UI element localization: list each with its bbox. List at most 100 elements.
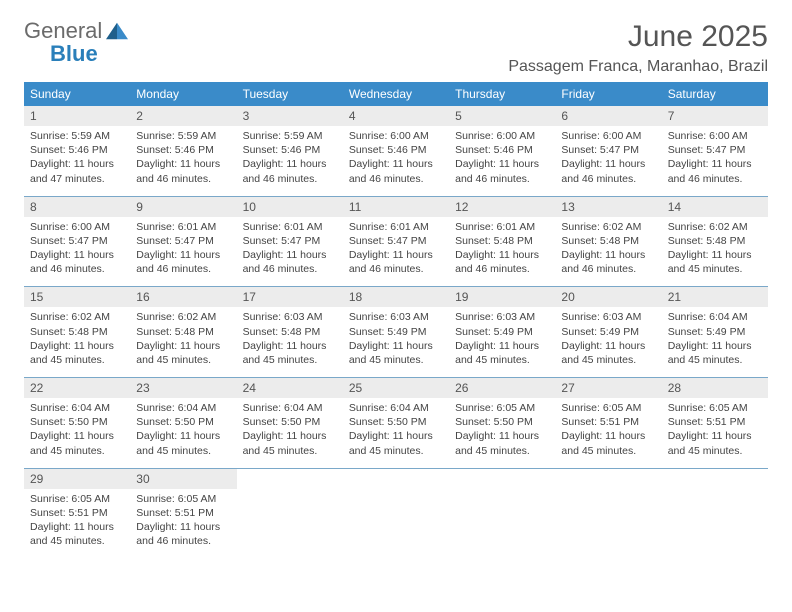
day-header: Tuesday (237, 82, 343, 106)
day-number: 10 (237, 197, 343, 217)
day-number: 9 (130, 197, 236, 217)
day-detail: Sunrise: 6:01 AMSunset: 5:47 PMDaylight:… (237, 217, 343, 287)
title-block: June 2025 Passagem Franca, Maranhao, Bra… (508, 20, 768, 76)
header: General Blue June 2025 Passagem Franca, … (24, 20, 768, 76)
day-number: 15 (24, 287, 130, 307)
day-detail-row: Sunrise: 5:59 AMSunset: 5:46 PMDaylight:… (24, 126, 768, 196)
day-number: 23 (130, 378, 236, 398)
day-detail: Sunrise: 6:04 AMSunset: 5:49 PMDaylight:… (662, 307, 768, 377)
location: Passagem Franca, Maranhao, Brazil (508, 58, 768, 76)
day-number-row: 891011121314 (24, 197, 768, 217)
day-detail: Sunrise: 6:01 AMSunset: 5:47 PMDaylight:… (130, 217, 236, 287)
day-header: Monday (130, 82, 236, 106)
page: General Blue June 2025 Passagem Franca, … (0, 0, 792, 578)
logo: General Blue (24, 20, 128, 66)
day-number: 2 (130, 106, 236, 126)
day-detail-row: Sunrise: 6:00 AMSunset: 5:47 PMDaylight:… (24, 217, 768, 287)
day-header: Thursday (449, 82, 555, 106)
day-detail: Sunrise: 6:00 AMSunset: 5:46 PMDaylight:… (449, 126, 555, 196)
day-detail-row: Sunrise: 6:02 AMSunset: 5:48 PMDaylight:… (24, 307, 768, 377)
day-detail: Sunrise: 6:00 AMSunset: 5:46 PMDaylight:… (343, 126, 449, 196)
day-detail: Sunrise: 6:00 AMSunset: 5:47 PMDaylight:… (555, 126, 661, 196)
day-number: 24 (237, 378, 343, 398)
day-number (343, 469, 449, 489)
day-detail: Sunrise: 6:01 AMSunset: 5:48 PMDaylight:… (449, 217, 555, 287)
day-detail: Sunrise: 6:05 AMSunset: 5:51 PMDaylight:… (24, 489, 130, 559)
day-detail (662, 489, 768, 559)
day-number: 12 (449, 197, 555, 217)
day-detail: Sunrise: 6:05 AMSunset: 5:51 PMDaylight:… (130, 489, 236, 559)
day-detail (449, 489, 555, 559)
logo-word2: Blue (50, 41, 98, 66)
day-number: 11 (343, 197, 449, 217)
day-header: Sunday (24, 82, 130, 106)
day-detail: Sunrise: 6:04 AMSunset: 5:50 PMDaylight:… (24, 398, 130, 468)
day-number: 8 (24, 197, 130, 217)
day-number: 19 (449, 287, 555, 307)
day-number: 7 (662, 106, 768, 126)
day-number-row: 2930 (24, 469, 768, 489)
day-number: 4 (343, 106, 449, 126)
day-number: 18 (343, 287, 449, 307)
day-detail: Sunrise: 5:59 AMSunset: 5:46 PMDaylight:… (130, 126, 236, 196)
day-detail: Sunrise: 6:02 AMSunset: 5:48 PMDaylight:… (24, 307, 130, 377)
day-number: 17 (237, 287, 343, 307)
day-number: 21 (662, 287, 768, 307)
day-detail: Sunrise: 6:03 AMSunset: 5:49 PMDaylight:… (555, 307, 661, 377)
day-number: 22 (24, 378, 130, 398)
day-number: 6 (555, 106, 661, 126)
logo-word1: General (24, 18, 102, 43)
day-header: Wednesday (343, 82, 449, 106)
day-detail (237, 489, 343, 559)
day-detail: Sunrise: 6:03 AMSunset: 5:49 PMDaylight:… (343, 307, 449, 377)
calendar-table: Sunday Monday Tuesday Wednesday Thursday… (24, 82, 768, 558)
day-number (449, 469, 555, 489)
day-number (555, 469, 661, 489)
logo-triangle-icon (106, 22, 128, 40)
day-number: 3 (237, 106, 343, 126)
day-detail (555, 489, 661, 559)
day-detail: Sunrise: 5:59 AMSunset: 5:46 PMDaylight:… (237, 126, 343, 196)
day-detail: Sunrise: 6:04 AMSunset: 5:50 PMDaylight:… (343, 398, 449, 468)
day-number: 27 (555, 378, 661, 398)
day-header: Friday (555, 82, 661, 106)
day-number: 14 (662, 197, 768, 217)
day-detail-row: Sunrise: 6:04 AMSunset: 5:50 PMDaylight:… (24, 398, 768, 468)
day-header-row: Sunday Monday Tuesday Wednesday Thursday… (24, 82, 768, 106)
day-detail: Sunrise: 6:05 AMSunset: 5:51 PMDaylight:… (555, 398, 661, 468)
day-detail: Sunrise: 6:00 AMSunset: 5:47 PMDaylight:… (662, 126, 768, 196)
day-number: 16 (130, 287, 236, 307)
day-detail: Sunrise: 5:59 AMSunset: 5:46 PMDaylight:… (24, 126, 130, 196)
logo-text: General Blue (24, 20, 102, 66)
month-title: June 2025 (508, 20, 768, 54)
day-detail: Sunrise: 6:05 AMSunset: 5:51 PMDaylight:… (662, 398, 768, 468)
day-detail: Sunrise: 6:04 AMSunset: 5:50 PMDaylight:… (130, 398, 236, 468)
day-detail: Sunrise: 6:05 AMSunset: 5:50 PMDaylight:… (449, 398, 555, 468)
day-header: Saturday (662, 82, 768, 106)
day-number (662, 469, 768, 489)
day-number-row: 15161718192021 (24, 287, 768, 307)
day-detail: Sunrise: 6:02 AMSunset: 5:48 PMDaylight:… (130, 307, 236, 377)
calendar-body: 1234567Sunrise: 5:59 AMSunset: 5:46 PMDa… (24, 106, 768, 558)
day-number: 13 (555, 197, 661, 217)
day-detail (343, 489, 449, 559)
day-number: 1 (24, 106, 130, 126)
day-detail: Sunrise: 6:03 AMSunset: 5:48 PMDaylight:… (237, 307, 343, 377)
day-number (237, 469, 343, 489)
day-detail: Sunrise: 6:00 AMSunset: 5:47 PMDaylight:… (24, 217, 130, 287)
day-detail: Sunrise: 6:04 AMSunset: 5:50 PMDaylight:… (237, 398, 343, 468)
day-number: 26 (449, 378, 555, 398)
day-detail: Sunrise: 6:02 AMSunset: 5:48 PMDaylight:… (662, 217, 768, 287)
day-number-row: 1234567 (24, 106, 768, 126)
day-number: 28 (662, 378, 768, 398)
day-detail: Sunrise: 6:03 AMSunset: 5:49 PMDaylight:… (449, 307, 555, 377)
day-number: 29 (24, 469, 130, 489)
day-number: 25 (343, 378, 449, 398)
day-number: 30 (130, 469, 236, 489)
day-number-row: 22232425262728 (24, 378, 768, 398)
day-detail-row: Sunrise: 6:05 AMSunset: 5:51 PMDaylight:… (24, 489, 768, 559)
day-detail: Sunrise: 6:01 AMSunset: 5:47 PMDaylight:… (343, 217, 449, 287)
day-number: 20 (555, 287, 661, 307)
day-number: 5 (449, 106, 555, 126)
day-detail: Sunrise: 6:02 AMSunset: 5:48 PMDaylight:… (555, 217, 661, 287)
